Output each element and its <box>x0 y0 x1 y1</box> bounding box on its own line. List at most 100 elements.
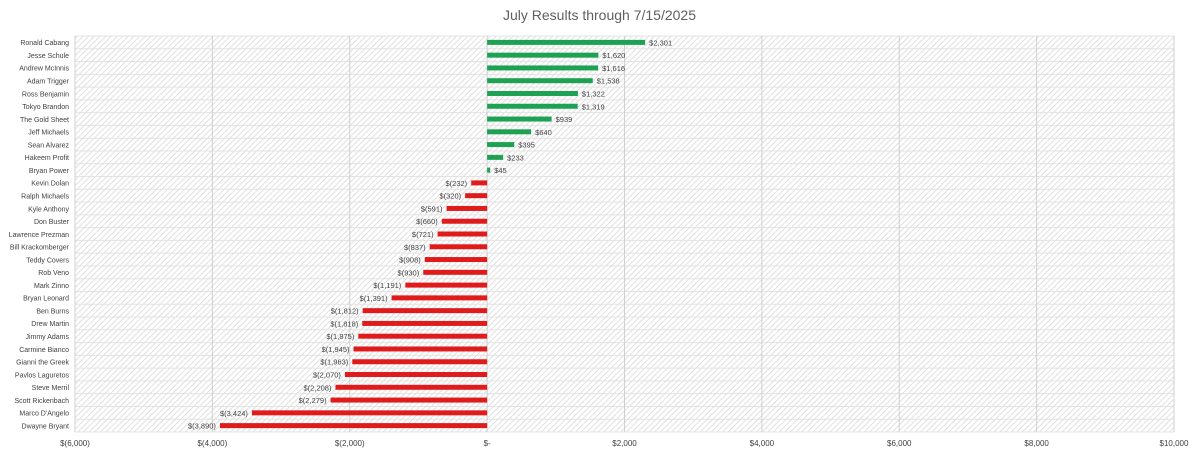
category-label: Ralph Michaels <box>21 193 69 200</box>
category-label: Tokyo Brandon <box>22 104 69 111</box>
bar <box>437 231 488 237</box>
bar <box>219 423 488 429</box>
data-label: $(2,070) <box>313 371 341 380</box>
data-label: $(908) <box>399 256 421 265</box>
data-label: $(660) <box>416 217 438 226</box>
category-label: Rob Veno <box>38 270 69 277</box>
data-label: $(591) <box>421 204 443 213</box>
category-label: Bryan Leonard <box>23 296 69 303</box>
bar <box>487 39 646 45</box>
category-label: Gianni the Greek <box>16 360 69 367</box>
data-label: $2,301 <box>649 38 672 47</box>
data-label: $(320) <box>439 192 461 201</box>
bar <box>391 295 488 301</box>
data-label: $1,538 <box>597 77 620 86</box>
data-label: $233 <box>507 153 524 162</box>
bar <box>471 180 488 186</box>
data-label: $(1,818) <box>330 319 358 328</box>
data-label: $(1,191) <box>373 281 401 290</box>
category-label: Don Buster <box>34 219 70 226</box>
data-label: $(1,875) <box>326 332 354 341</box>
category-label: The Gold Sheet <box>20 117 69 124</box>
category-label: Bill Krackomberger <box>10 245 70 252</box>
category-label: Kyle Anthony <box>28 206 69 213</box>
data-label: $1,620 <box>602 51 625 60</box>
x-tick-label: $(2,000) <box>335 439 365 448</box>
data-label: $(1,812) <box>331 307 359 316</box>
data-labels: $2,301 $1,620 $1,616 $1,538 $1,322 $1,319 $939… <box>188 38 672 430</box>
data-label: $45 <box>494 166 507 175</box>
bar <box>362 308 488 314</box>
category-label: Steve Merril <box>32 385 70 392</box>
data-label: $(1,391) <box>360 294 388 303</box>
bar <box>487 142 515 148</box>
bar <box>487 103 578 109</box>
x-tick-label: $2,000 <box>612 439 637 448</box>
category-label: Lawrence Prezman <box>9 232 69 239</box>
bar <box>487 65 599 71</box>
data-label: $1,616 <box>602 64 625 73</box>
bar <box>330 397 488 403</box>
data-label: $(2,208) <box>304 383 332 392</box>
bar <box>344 372 488 378</box>
bars <box>219 39 646 429</box>
bar <box>487 129 532 135</box>
data-label: $(3,424) <box>220 409 248 418</box>
category-label: Drew Martin <box>31 321 69 328</box>
x-tick-label: $4,000 <box>750 439 775 448</box>
bar <box>487 52 599 58</box>
category-label: Ronald Cabang <box>20 40 69 47</box>
bar <box>429 244 488 250</box>
category-label: Ben Burns <box>36 308 69 315</box>
category-label: Ross Benjamin <box>22 91 69 98</box>
x-tick-label: $10,000 <box>1160 439 1189 448</box>
category-labels: Ronald Cabang Jesse Schule Andrew McInnis A… <box>9 40 70 430</box>
category-label: Jeff Michaels <box>28 130 69 137</box>
x-tick-label: $6,000 <box>887 439 912 448</box>
bar <box>335 384 488 390</box>
bar <box>424 257 488 263</box>
category-label: Pavlos Laguretos <box>15 372 70 379</box>
category-label: Kevin Dolan <box>31 181 69 188</box>
data-label: $(721) <box>412 230 434 239</box>
category-label: Mark Zinno <box>34 283 69 290</box>
x-tick-label: $(6,000) <box>60 439 90 448</box>
gridlines <box>74 35 1175 433</box>
data-label: $(837) <box>404 243 426 252</box>
category-label: Hakeem Profit <box>25 155 69 162</box>
data-label: $(2,279) <box>299 396 327 405</box>
bar <box>251 410 488 416</box>
data-label: $(232) <box>446 179 468 188</box>
bar <box>405 282 488 288</box>
bar <box>358 333 488 339</box>
bar <box>353 346 488 352</box>
category-label: Jesse Schule <box>27 53 69 60</box>
bar <box>487 78 593 84</box>
category-label: Carmine Bianco <box>19 347 69 354</box>
bar <box>487 116 552 122</box>
x-tick-label: $- <box>484 439 491 448</box>
data-label: $1,322 <box>582 89 605 98</box>
category-label: Sean Alvarez <box>28 142 70 149</box>
category-label: Dwayne Bryant <box>22 423 70 430</box>
bar <box>446 205 488 211</box>
data-label: $(930) <box>398 268 420 277</box>
bar <box>362 320 488 326</box>
x-tick-label: $8,000 <box>1024 439 1049 448</box>
bar <box>423 269 488 275</box>
data-label: $(1,963) <box>320 358 348 367</box>
category-label: Teddy Covers <box>26 257 69 264</box>
category-label: Jimmy Adams <box>25 334 69 341</box>
category-label: Adam Trigger <box>27 79 70 86</box>
category-label: Marco D'Angelo <box>19 411 69 418</box>
x-axis-tick-labels: $(6,000) $(4,000) $(2,000) $- $2,000 $4,000 $6… <box>60 439 1189 448</box>
bar <box>487 90 578 96</box>
category-label: Andrew McInnis <box>19 66 69 73</box>
bar <box>487 154 504 160</box>
chart-title: July Results through 7/15/2025 <box>502 7 696 23</box>
category-label: Bryan Power <box>29 168 70 175</box>
bar <box>352 359 488 365</box>
data-label: $395 <box>518 141 535 150</box>
